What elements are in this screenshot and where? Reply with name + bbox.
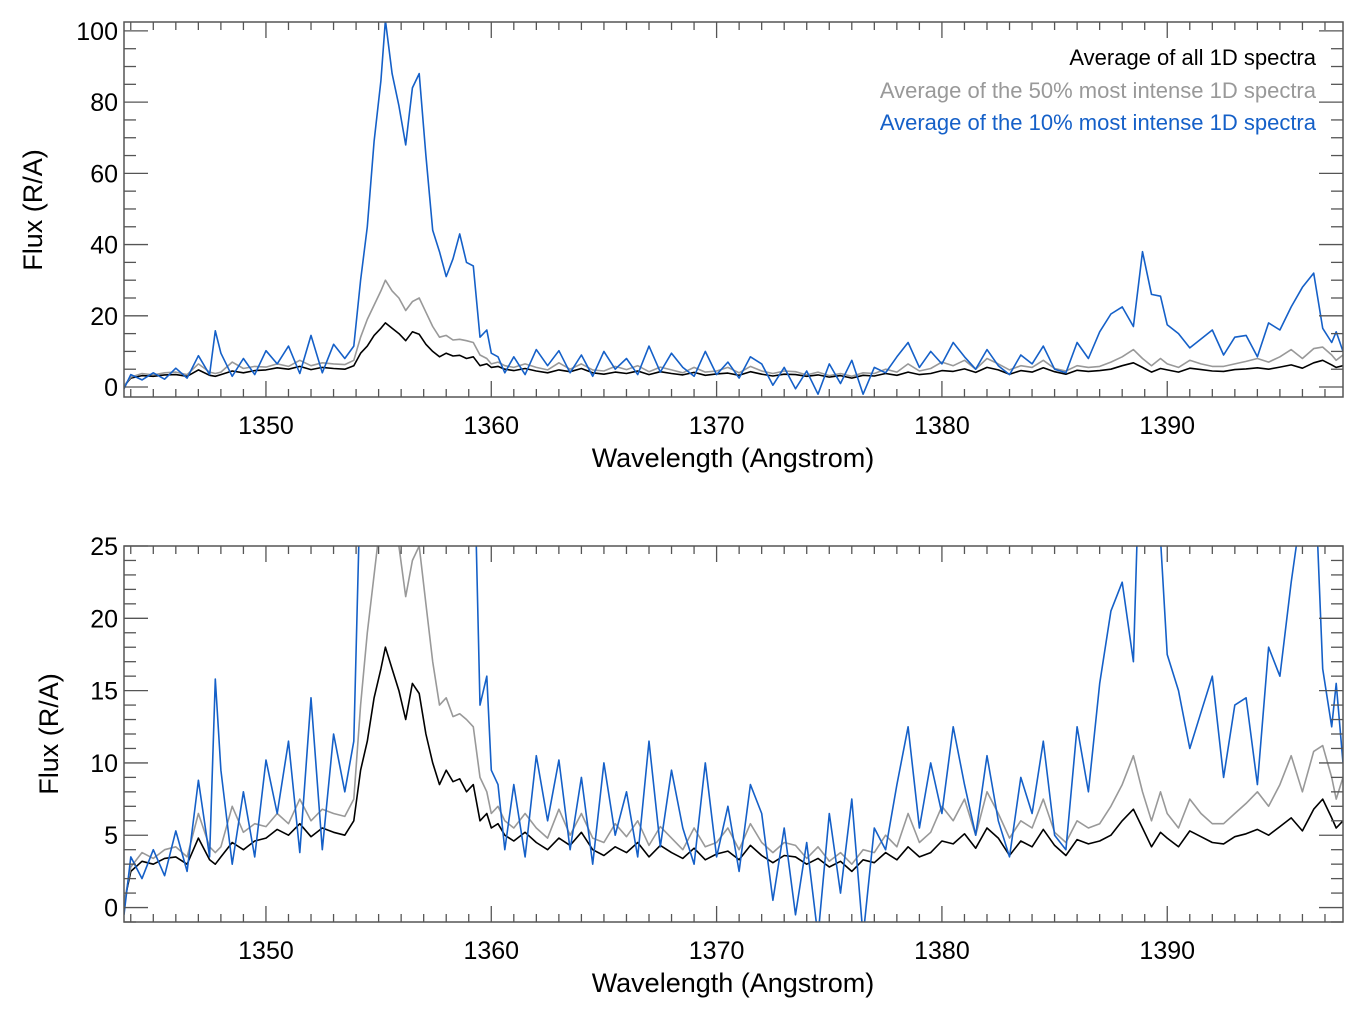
legend-entry-all: Average of all 1D spectra — [1069, 45, 1316, 70]
y-tick-label: 40 — [90, 232, 118, 260]
x-tick-label: 1370 — [689, 412, 745, 440]
y-tick-label: 10 — [90, 750, 118, 778]
bottom-y-axis-title: Flux (R/A) — [34, 673, 64, 795]
x-tick-label: 1360 — [463, 412, 519, 440]
bottom-series-line-0 — [124, 646, 1343, 904]
y-tick-label: 20 — [90, 605, 118, 633]
y-tick-label: 20 — [90, 303, 118, 331]
top-series-line-2 — [124, 22, 1343, 396]
x-tick-label: 1390 — [1139, 412, 1195, 440]
x-tick-label: 1350 — [238, 412, 294, 440]
x-tick-label: 1370 — [689, 937, 745, 965]
y-tick-label: 15 — [90, 678, 118, 706]
bottom-x-tick-labels: 1350 1360 1370 1380 1390 — [238, 937, 1195, 965]
y-tick-label: 0 — [104, 374, 118, 402]
top-series-line-0 — [124, 322, 1343, 387]
bottom-panel: 0 5 10 15 20 25 1350 1360 1370 1380 1390 Waveleng… — [34, 533, 1344, 998]
y-tick-label: 25 — [90, 533, 118, 561]
top-x-axis-title: Wavelength (Angstrom) — [592, 443, 875, 473]
x-tick-label: 1390 — [1139, 937, 1195, 965]
x-tick-label: 1380 — [914, 937, 970, 965]
legend-entry-10pct: Average of the 10% most intense 1D spect… — [880, 110, 1317, 135]
top-x-tick-labels: 1350 1360 1370 1380 1390 — [238, 412, 1195, 440]
bottom-x-axis-title: Wavelength (Angstrom) — [592, 968, 875, 998]
top-plot-frame — [123, 21, 1344, 398]
bottom-series-group — [124, 546, 1343, 922]
bottom-plot-frame — [123, 545, 1344, 923]
bottom-series-line-2 — [124, 546, 1343, 922]
top-series-line-1 — [124, 279, 1343, 387]
bottom-axis-ticks — [124, 545, 1343, 923]
bottom-y-tick-labels: 0 5 10 15 20 25 — [90, 533, 118, 923]
top-axis-ticks — [124, 22, 1343, 397]
top-y-tick-labels: 0 20 40 60 80 100 — [76, 18, 118, 402]
top-y-axis-title: Flux (R/A) — [18, 149, 48, 271]
y-tick-label: 80 — [90, 89, 118, 117]
top-series-group — [124, 22, 1343, 396]
legend-entry-50pct: Average of the 50% most intense 1D spect… — [880, 78, 1317, 103]
y-tick-label: 0 — [104, 895, 118, 923]
x-tick-label: 1360 — [463, 937, 519, 965]
y-tick-label: 60 — [90, 160, 118, 188]
top-panel: 0 20 40 60 80 100 1350 1360 1370 1380 1390 Wavele… — [18, 18, 1344, 473]
x-tick-label: 1380 — [914, 412, 970, 440]
y-tick-label: 5 — [104, 822, 118, 850]
bottom-series-line-1 — [124, 546, 1343, 904]
legend: Average of all 1D spectra Average of the… — [880, 45, 1317, 135]
y-tick-label: 100 — [76, 18, 118, 46]
x-tick-label: 1350 — [238, 937, 294, 965]
